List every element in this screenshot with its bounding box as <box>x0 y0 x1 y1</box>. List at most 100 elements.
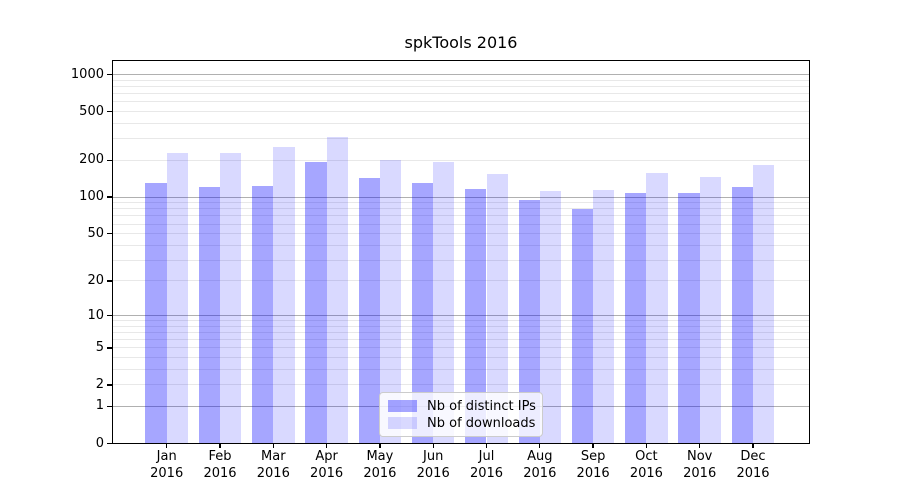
gridline-70 <box>112 215 810 217</box>
gridline-20 <box>112 280 810 282</box>
y-tick-mark <box>107 232 112 235</box>
gridline-10 <box>112 315 810 316</box>
bar-distinct-ips-jun <box>411 182 434 444</box>
bar-distinct-ips-may <box>358 177 380 444</box>
x-tick-label-oct-2016: Oct 2016 <box>629 449 663 481</box>
y-tick-mark <box>107 314 112 317</box>
gridline-40 <box>112 244 810 246</box>
bar-downloads-may <box>379 159 402 444</box>
y-tick-label-0: 0 <box>95 435 104 451</box>
bar-distinct-ips-jan <box>145 183 167 444</box>
gridline-400 <box>112 123 810 125</box>
y-tick-mark <box>107 74 112 76</box>
gridline-4 <box>112 357 810 359</box>
bar-downloads-mar <box>273 147 295 444</box>
bar-distinct-ips-dec <box>731 187 753 444</box>
bar-downloads-feb <box>220 153 242 444</box>
gridline-100 <box>112 196 810 198</box>
x-tick-mark <box>485 443 488 448</box>
gridline-80 <box>112 208 810 210</box>
bar-distinct-ips-mar <box>252 185 274 444</box>
bar-downloads-jun <box>433 162 455 444</box>
y-tick-label-2: 2 <box>95 376 104 392</box>
x-tick-mark <box>219 443 221 448</box>
y-tick-label-100: 100 <box>79 189 104 205</box>
y-tick-mark <box>107 110 112 113</box>
plot-area <box>112 60 810 444</box>
y-tick-label-200: 200 <box>79 152 104 168</box>
bar-downloads-oct <box>646 173 668 444</box>
x-tick-label-sep-2016: Sep 2016 <box>576 449 610 481</box>
gridline-6 <box>112 339 810 341</box>
y-tick-mark <box>107 347 112 349</box>
x-tick-mark <box>752 443 754 448</box>
bar-distinct-ips-oct <box>625 193 647 444</box>
y-tick-mark <box>107 384 112 386</box>
gridline-50 <box>112 233 810 235</box>
gridline-2 <box>112 384 810 386</box>
gridline-900 <box>112 79 810 81</box>
legend-item-distinct-ips: Nb of distinct IPs <box>388 398 536 414</box>
bar-downloads-nov <box>699 177 721 444</box>
bar-distinct-ips-aug <box>518 200 540 444</box>
gridline-7 <box>112 331 810 333</box>
x-tick-label-apr-2016: Apr 2016 <box>310 449 344 481</box>
x-tick-mark <box>432 443 434 448</box>
x-tick-mark <box>539 443 541 448</box>
x-tick-mark <box>272 443 274 448</box>
bar-distinct-ips-jul <box>465 189 487 444</box>
gridline-3 <box>112 368 810 370</box>
bar-downloads-sep <box>593 190 615 444</box>
bar-distinct-ips-apr <box>305 162 327 444</box>
gridline-5 <box>112 347 810 349</box>
x-tick-label-jan-2016: Jan 2016 <box>150 449 184 481</box>
x-tick-label-jul-2016: Jul 2016 <box>469 449 504 481</box>
x-tick-label-mar-2016: Mar 2016 <box>256 449 290 481</box>
bar-distinct-ips-sep <box>571 208 594 444</box>
gridline-60 <box>112 223 810 225</box>
gridline-30 <box>112 259 810 261</box>
y-tick-label-5: 5 <box>95 339 104 355</box>
gridline-800 <box>112 86 810 88</box>
x-tick-mark <box>379 443 381 448</box>
x-tick-label-jun-2016: Jun 2016 <box>416 449 450 481</box>
y-tick-label-10: 10 <box>87 307 104 323</box>
gridline-300 <box>112 138 810 140</box>
x-tick-label-may-2016: May 2016 <box>363 449 397 481</box>
y-tick-mark <box>107 442 112 445</box>
bar-downloads-apr <box>326 137 348 444</box>
legend-label-distinct-ips: Nb of distinct IPs <box>427 398 536 414</box>
x-tick-label-dec-2016: Dec 2016 <box>736 449 770 481</box>
x-tick-label-nov-2016: Nov 2016 <box>683 449 717 481</box>
legend: Nb of distinct IPs Nb of downloads <box>379 392 543 437</box>
bar-distinct-ips-feb <box>198 186 220 444</box>
legend-swatch-downloads <box>388 417 417 429</box>
x-tick-mark <box>645 443 648 448</box>
y-tick-label-1000: 1000 <box>70 66 104 82</box>
y-tick-label-20: 20 <box>87 272 104 288</box>
x-tick-mark <box>699 443 701 448</box>
gridline-9 <box>112 320 810 322</box>
legend-label-downloads: Nb of downloads <box>427 415 536 431</box>
gridline-600 <box>112 101 810 103</box>
legend-swatch-distinct-ips <box>388 400 417 412</box>
bar-downloads-jul <box>486 173 508 444</box>
x-tick-mark <box>592 443 594 448</box>
gridline-90 <box>112 202 810 204</box>
bar-downloads-dec <box>753 165 775 444</box>
y-tick-mark <box>107 280 112 282</box>
gridline-500 <box>112 111 810 113</box>
x-tick-label-feb-2016: Feb 2016 <box>203 449 237 481</box>
legend-item-downloads: Nb of downloads <box>388 415 536 431</box>
y-tick-label-1: 1 <box>95 398 104 414</box>
y-tick-mark <box>107 405 112 408</box>
y-tick-label-50: 50 <box>87 225 104 241</box>
bar-downloads-jan <box>166 153 188 444</box>
x-tick-mark <box>166 443 168 448</box>
gridline-700 <box>112 93 810 95</box>
gridline-1000 <box>112 74 810 76</box>
y-tick-mark <box>107 159 112 162</box>
bar-downloads-aug <box>539 191 562 444</box>
x-tick-mark <box>325 443 328 448</box>
